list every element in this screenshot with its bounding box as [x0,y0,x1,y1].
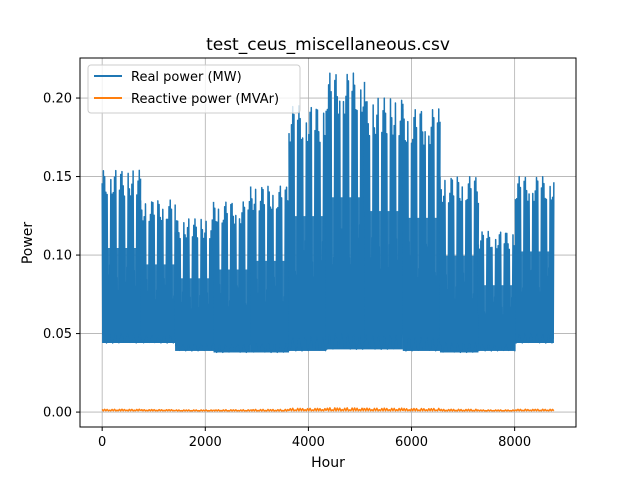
reactive-power-line-segment [363,407,404,412]
y-tick-label: 0.15 [43,170,72,185]
real-power-line-segment [363,97,404,351]
reactive-power-line-segment [101,408,142,412]
y-tick-label: 0.00 [43,406,72,421]
real-power-band [140,331,176,343]
real-power-band [175,340,214,351]
real-power-line-segment [514,175,555,344]
series-group [101,72,555,412]
legend-box [87,64,301,114]
reactive-power-line-segment [213,408,252,412]
legend-label: Real power (MW) [131,70,242,85]
reactive-power-line-segment [477,409,516,412]
y-tick-label: 0.05 [43,327,72,342]
axes-frame [79,57,577,428]
x-tick-label: 2000 [189,435,222,450]
reactive-power-line-segment [402,407,441,412]
x-tick-label: 8000 [498,435,531,450]
plot-area: 0 2000 4000 6000 8000 0.00 0.05 0.10 0.15 0.20 Rea… [43,57,577,450]
reactive-power-line-segment [140,408,176,412]
real-power-line-segment [212,200,252,354]
legend: Real power (MW) Reactive power (MVAr) [87,64,301,114]
real-power-line-segment [325,72,366,351]
y-axis-label: Power [20,222,36,265]
x-tick-label: 6000 [395,435,428,450]
reactive-power-line-segment [439,408,479,412]
y-tick-label: 0.20 [43,92,72,107]
reactive-power-line-segment [250,408,290,412]
real-power-line-segment [439,176,480,354]
reactive-power-line-segment [174,409,215,412]
real-power-line-segment [249,185,290,354]
real-power-line-segment [288,105,327,352]
real-power-line-segment [139,199,176,344]
real-power-line-segment [174,218,215,352]
real-power-line-segment [402,108,441,352]
real-power-line-segment [101,169,142,344]
x-tick-label: 4000 [292,435,325,450]
reactive-power-line-segment [514,408,555,412]
y-tick-label: 0.10 [43,249,72,264]
x-axis-label: Hour [311,455,345,471]
chart-title: test_ceus_miscellaneous.csv [206,35,450,55]
reactive-power-line-segment [288,407,327,412]
reactive-power-line-segment [325,407,366,412]
real-power-line-segment [477,230,517,352]
legend-label: Reactive power (MVAr) [131,92,279,107]
x-tick-label: 0 [98,435,106,450]
